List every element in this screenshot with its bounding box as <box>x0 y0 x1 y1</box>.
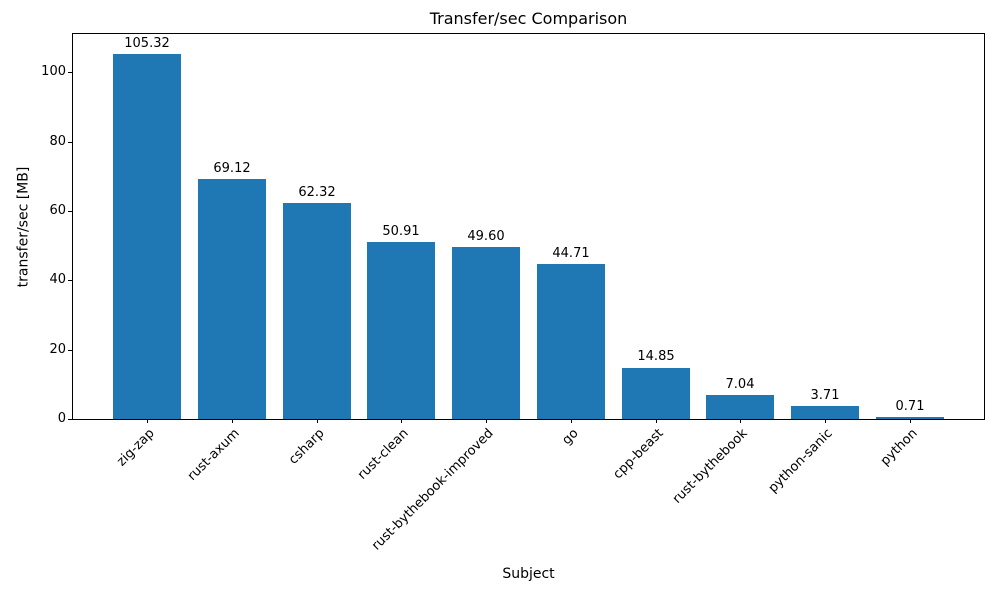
x-tick-mark <box>740 419 741 423</box>
bar <box>113 53 181 419</box>
bar-value-label: 14.85 <box>637 349 675 364</box>
bar <box>706 394 774 419</box>
bar-value-label: 44.71 <box>552 246 590 261</box>
y-axis-label: transfer/sec [MB] <box>12 33 34 420</box>
y-tick-mark <box>68 419 72 420</box>
bar <box>283 202 351 419</box>
bar <box>876 416 944 419</box>
y-tick-label: 80 <box>49 134 66 149</box>
bar <box>452 247 520 419</box>
bar <box>791 406 859 419</box>
y-tick-mark <box>68 280 72 281</box>
bar <box>198 179 266 419</box>
y-tick-mark <box>68 211 72 212</box>
x-tick-mark <box>825 419 826 423</box>
x-tick-mark <box>317 419 318 423</box>
chart-title: Transfer/sec Comparison <box>429 9 628 28</box>
x-tick-mark <box>147 419 148 423</box>
bar-value-label: 62.32 <box>298 185 336 200</box>
x-tick-mark <box>401 419 402 423</box>
y-tick-label: 60 <box>49 203 66 218</box>
y-axis-label-text: transfer/sec [MB] <box>15 166 32 287</box>
bar <box>622 367 690 419</box>
x-tick-mark <box>910 419 911 423</box>
y-tick-label: 0 <box>57 411 66 426</box>
bar-value-label: 105.32 <box>124 36 170 51</box>
x-tick-mark <box>571 419 572 423</box>
y-tick-mark <box>68 142 72 143</box>
bar-value-label: 0.71 <box>895 399 925 414</box>
x-tick-mark <box>486 419 487 423</box>
bar-value-label: 7.04 <box>725 377 755 392</box>
bar-value-label: 49.60 <box>467 229 505 244</box>
y-tick-mark <box>68 72 72 73</box>
bar-value-label: 3.71 <box>810 388 840 403</box>
bar-value-label: 69.12 <box>213 161 251 176</box>
y-tick-label: 20 <box>49 342 66 357</box>
bar-value-label: 50.91 <box>382 224 420 239</box>
bar <box>537 263 605 419</box>
x-tick-mark <box>232 419 233 423</box>
x-tick-mark <box>656 419 657 423</box>
y-tick-label: 40 <box>49 272 66 287</box>
y-tick-mark <box>68 350 72 351</box>
bar <box>367 242 435 419</box>
plot-area: 105.32 zig-zap 69.12 rust-axum 62.32 csharp 50… <box>41 33 985 553</box>
y-tick-label: 100 <box>41 64 66 79</box>
x-axis-label: Subject <box>502 566 555 582</box>
